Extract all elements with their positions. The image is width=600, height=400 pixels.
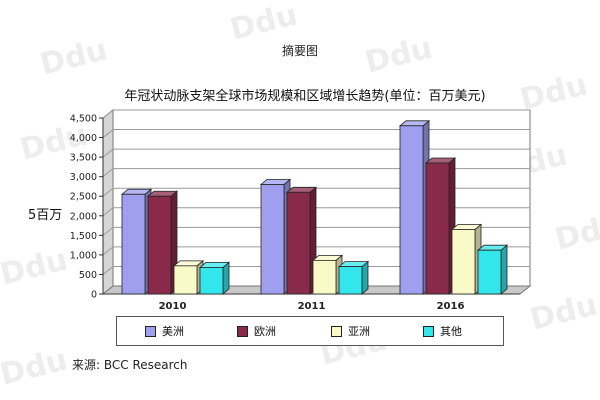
x-tick-label: 2010	[159, 301, 187, 312]
y-tick-label: 0	[91, 290, 97, 301]
bar-side	[500, 244, 508, 295]
legend-item: 美洲	[145, 324, 184, 338]
y-tick-label: 3,500	[70, 153, 97, 164]
summary-label: 摘要图	[281, 44, 318, 58]
gridline	[102, 246, 530, 256]
y-tick-label: 2,500	[70, 192, 97, 203]
chart-legend: 美洲 欧洲 亚洲 其他	[116, 316, 504, 346]
gridline	[102, 109, 530, 119]
legend-label: 其他	[440, 325, 462, 338]
gridline	[102, 168, 530, 178]
y-tick-label: 3,000	[70, 172, 97, 183]
y-tick-label: 1,000	[70, 250, 97, 261]
gridline	[102, 265, 530, 275]
side-wall	[102, 108, 114, 296]
bar	[286, 191, 311, 295]
legend-swatch	[145, 325, 156, 337]
x-tick-label: 2016	[437, 301, 465, 312]
bar	[260, 184, 285, 295]
x-tick-label: 2011	[298, 301, 326, 312]
bar	[399, 125, 424, 295]
bar	[173, 265, 198, 295]
gridline	[102, 148, 530, 158]
chart-title: 年冠状动脉支架全球市场规模和区域增长趋势(单位：百万美元)	[124, 89, 486, 104]
bar	[199, 267, 224, 295]
bar	[312, 259, 337, 295]
legend-item: 欧洲	[237, 324, 276, 338]
bar	[121, 193, 146, 295]
source-label: 来源: BCC Research	[72, 358, 188, 372]
gridline	[102, 207, 530, 217]
legend-item: 其他	[423, 324, 462, 338]
y-tick-label: 4,000	[70, 133, 97, 144]
bar	[477, 249, 502, 295]
y-tick-label: 2,000	[70, 211, 97, 222]
legend-swatch	[331, 325, 342, 337]
gridline	[102, 129, 530, 138]
legend-item: 亚洲	[331, 324, 370, 338]
bar	[338, 266, 363, 295]
gridline	[102, 187, 530, 197]
legend-swatch	[423, 325, 434, 337]
y-tick-label: 500	[79, 270, 97, 281]
bar	[451, 229, 476, 295]
y-tick-label: 4,500	[70, 114, 97, 125]
y-tick-label: 1,500	[70, 231, 97, 242]
gridline	[102, 226, 530, 236]
bar	[425, 162, 450, 295]
legend-label: 美洲	[162, 325, 184, 338]
legend-label: 亚洲	[348, 325, 370, 338]
bar	[147, 195, 172, 295]
bar-side	[361, 260, 369, 295]
legend-label: 欧洲	[254, 325, 276, 338]
legend-swatch	[237, 325, 248, 337]
side-label: 5百万	[28, 208, 63, 223]
